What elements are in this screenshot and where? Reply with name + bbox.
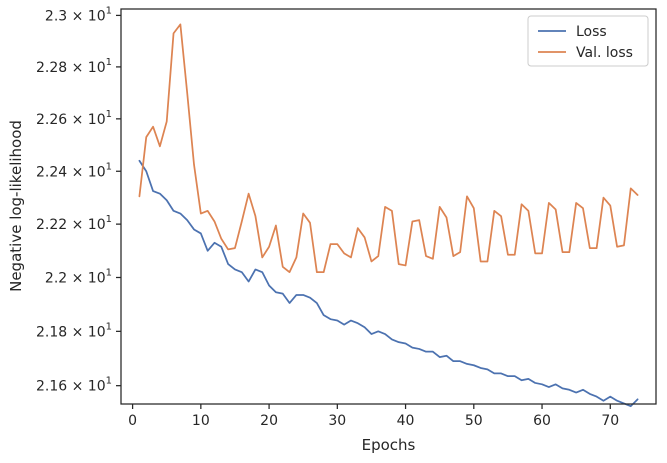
y-tick-label: 2.22 × 101 — [36, 214, 112, 233]
series-layer — [138, 23, 639, 408]
series-line-loss — [138, 159, 639, 408]
y-tick-label: 2.26 × 101 — [36, 109, 112, 128]
x-axis-label: Epochs — [362, 436, 416, 454]
y-tick-label: 2.24 × 101 — [36, 161, 112, 180]
series-line-val-loss — [138, 23, 639, 274]
plot-frame — [120, 8, 657, 405]
y-tick-label: 2.3 × 101 — [45, 5, 112, 24]
x-tick-label: 50 — [465, 413, 483, 429]
x-tick-label: 30 — [328, 413, 346, 429]
x-tick-label: 70 — [601, 413, 619, 429]
x-tick-label: 20 — [260, 413, 278, 429]
legend-label-loss: Loss — [576, 24, 607, 40]
plot-area — [121, 9, 656, 404]
x-tick-label: 40 — [397, 413, 415, 429]
legend-box — [527, 15, 649, 67]
x-tick-label: 10 — [192, 413, 210, 429]
y-tick-label: 2.28 × 101 — [36, 57, 112, 76]
y-tick-label: 2.2 × 101 — [45, 267, 112, 286]
y-tick-label: 2.16 × 101 — [36, 376, 112, 395]
x-tick-label: 60 — [533, 413, 551, 429]
y-axis-label: Negative log-likelihood — [7, 120, 25, 292]
y-tick-label: 2.18 × 101 — [36, 321, 112, 340]
legend: Loss Val. loss — [527, 15, 649, 67]
y-axis-ticks: 2.16 × 101 2.18 × 101 2.2 × 101 2.22 × 101 2… — [36, 5, 121, 395]
x-tick-label: 0 — [128, 413, 137, 429]
x-axis-ticks: 0 10 20 30 40 50 60 70 — [128, 404, 619, 429]
legend-label-val-loss: Val. loss — [576, 45, 633, 61]
